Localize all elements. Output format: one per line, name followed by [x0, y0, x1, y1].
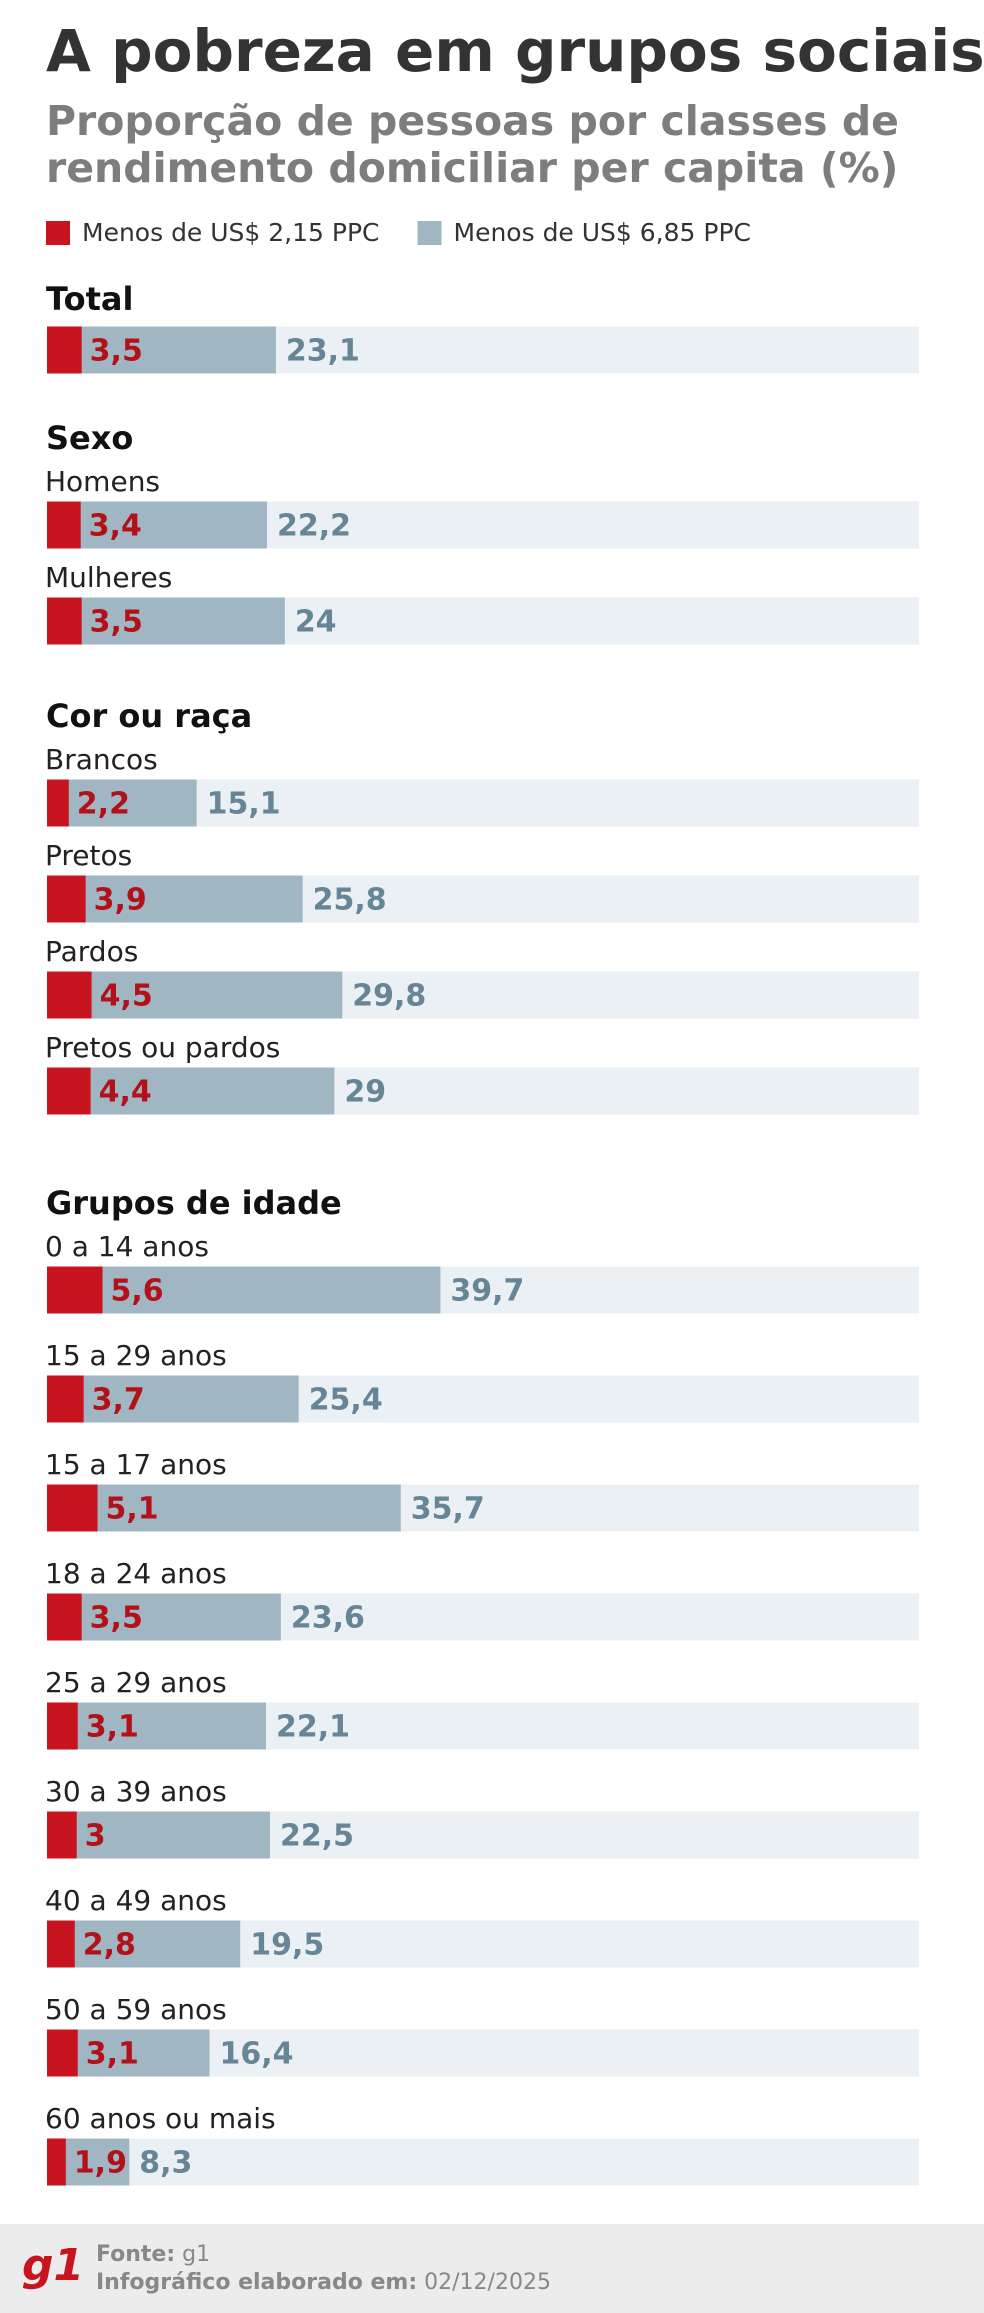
category-label: 0 a 14 anos: [45, 1230, 209, 1263]
value-label: 8,3: [139, 2146, 192, 2181]
value-label: 3,7: [92, 1383, 145, 1418]
logo: g1: [22, 2240, 84, 2291]
value-label: 23,1: [286, 334, 360, 369]
group-title: Cor ou raça: [46, 697, 252, 735]
group-title: Total: [46, 280, 133, 318]
group-title: Sexo: [46, 419, 133, 457]
category-label: 25 a 29 anos: [45, 1666, 227, 1699]
value-label: 3,1: [86, 2037, 139, 2072]
bar: [47, 1702, 266, 1750]
value-label: 1,9: [74, 2146, 127, 2181]
chart-subtitle: Proporção de pessoas por classes de: [46, 97, 899, 145]
category-label: Brancos: [45, 743, 158, 776]
value-label: 3,5: [90, 605, 143, 640]
value-label: 39,7: [450, 1274, 524, 1309]
bar: [47, 1593, 281, 1641]
footer-source: Fonte: g1: [96, 2242, 210, 2267]
category-label: 50 a 59 anos: [45, 1993, 227, 2026]
bar: [47, 779, 197, 827]
bar: [47, 597, 82, 645]
value-label: 3,4: [89, 509, 142, 544]
value-label: 3,9: [94, 883, 147, 918]
value-label: 29,8: [352, 979, 426, 1014]
bar: [47, 501, 267, 549]
bar: [47, 875, 303, 923]
bar: [47, 971, 343, 1019]
value-label: 3,5: [90, 1601, 143, 1636]
value-label: 15,1: [207, 787, 281, 822]
bar: [47, 326, 276, 374]
value-label: 4,5: [100, 979, 153, 1014]
bar: [47, 1484, 98, 1532]
bar: [47, 779, 69, 827]
footer-label: Infográfico elaborado em:: [96, 2270, 417, 2295]
bar: [47, 875, 86, 923]
bar: [47, 326, 82, 374]
group-title: Grupos de idade: [46, 1184, 342, 1222]
bar: [47, 971, 92, 1019]
value-label: 5,6: [110, 1274, 163, 1309]
category-label: 60 anos ou mais: [45, 2102, 276, 2135]
bar: [47, 2029, 78, 2077]
bar: [47, 1266, 441, 1314]
value-label: 23,6: [291, 1601, 365, 1636]
value-label: 3,5: [90, 334, 143, 369]
value-label: 25,8: [313, 883, 387, 918]
footer-background: [0, 2224, 984, 2313]
category-label: 40 a 49 anos: [45, 1884, 227, 1917]
chart-subtitle: rendimento domiciliar per capita (%): [46, 144, 898, 192]
value-label: 22,5: [280, 1819, 354, 1854]
bar: [47, 1266, 103, 1314]
category-label: 30 a 39 anos: [45, 1775, 227, 1808]
category-label: Homens: [45, 465, 160, 498]
bar: [47, 1593, 82, 1641]
bar: [47, 501, 81, 549]
bar: [47, 2138, 66, 2186]
value-label: 16,4: [220, 2037, 294, 2072]
value-label: 4,4: [99, 1075, 152, 1110]
value-label: 35,7: [411, 1492, 485, 1527]
value-label: 25,4: [309, 1383, 383, 1418]
value-label: 22,2: [277, 509, 351, 544]
category-label: Mulheres: [45, 561, 172, 594]
legend-label: Menos de US$ 2,15 PPC: [82, 218, 380, 247]
bar: [47, 1920, 75, 1968]
footer-label: Fonte:: [96, 2242, 175, 2267]
value-label: 3: [85, 1819, 106, 1854]
footer-value: 02/12/2025: [424, 2270, 551, 2295]
bar: [47, 597, 285, 645]
bar: [47, 1375, 84, 1423]
category-label: Pretos: [45, 839, 132, 872]
value-label: 29: [344, 1075, 386, 1110]
value-label: 3,1: [86, 1710, 139, 1745]
value-label: 19,5: [250, 1928, 324, 1963]
footer-date: Infográfico elaborado em: 02/12/2025: [96, 2270, 551, 2295]
bar: [47, 1811, 270, 1859]
value-label: 5,1: [106, 1492, 159, 1527]
bar: [47, 1702, 78, 1750]
footer-value: g1: [182, 2242, 210, 2267]
bar: [47, 1375, 299, 1423]
category-label: Pardos: [45, 935, 138, 968]
bar: [47, 1484, 401, 1532]
legend-swatch: [46, 221, 70, 245]
bar: [47, 1811, 77, 1859]
value-label: 24: [295, 605, 337, 640]
legend-swatch: [417, 221, 442, 245]
bar-track: [47, 2138, 919, 2186]
value-label: 22,1: [276, 1710, 350, 1745]
category-label: Pretos ou pardos: [45, 1031, 280, 1064]
category-label: 15 a 29 anos: [45, 1339, 227, 1372]
bar: [47, 1067, 335, 1115]
category-label: 15 a 17 anos: [45, 1448, 227, 1481]
category-label: 18 a 24 anos: [45, 1557, 227, 1590]
bar: [47, 1920, 241, 1968]
value-label: 2,2: [77, 787, 130, 822]
legend-label: Menos de US$ 6,85 PPC: [454, 218, 752, 247]
value-label: 2,8: [83, 1928, 136, 1963]
chart-title: A pobreza em grupos sociais: [46, 17, 984, 85]
bar: [47, 1067, 91, 1115]
